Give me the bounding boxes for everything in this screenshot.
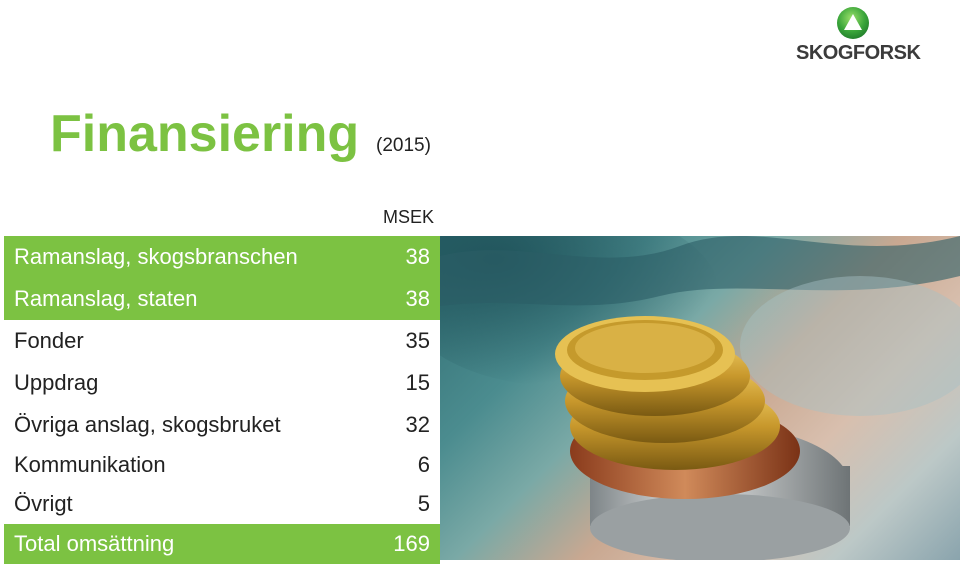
table-row: Ramanslag, staten 38 bbox=[4, 278, 440, 320]
row-label: Ramanslag, staten bbox=[14, 286, 198, 311]
table-row: Övriga anslag, skogsbruket 32 bbox=[4, 404, 440, 446]
table-row: Ramanslag, skogsbranschen 38 bbox=[4, 236, 440, 278]
row-label: Kommunikation bbox=[14, 452, 166, 477]
row-value: 35 bbox=[405, 328, 430, 353]
triangle-logo-icon bbox=[837, 7, 869, 39]
row-value: 15 bbox=[405, 370, 430, 395]
page-title: Finansiering bbox=[50, 105, 360, 163]
row-value: 38 bbox=[405, 286, 430, 311]
row-value: 32 bbox=[405, 412, 430, 437]
table-row: Övrigt 5 bbox=[4, 484, 440, 524]
table-row: Kommunikation 6 bbox=[4, 446, 440, 484]
skogforsk-logo: SKOGFORSK bbox=[796, 6, 921, 64]
financing-table: Ramanslag, skogsbranschen 38 Ramanslag, … bbox=[4, 236, 440, 564]
row-label: Fonder bbox=[14, 328, 84, 353]
title-year: (2015) bbox=[376, 135, 431, 156]
row-value: 6 bbox=[417, 452, 430, 477]
row-value: 5 bbox=[417, 491, 430, 516]
row-label: Uppdrag bbox=[14, 370, 99, 395]
coins-illustration bbox=[440, 236, 960, 560]
row-label: Övrigt bbox=[14, 491, 73, 516]
row-label: Övriga anslag, skogsbruket bbox=[14, 412, 281, 437]
unit-header: MSEK bbox=[382, 207, 434, 227]
row-value: 169 bbox=[393, 531, 430, 556]
table-row: Fonder 35 bbox=[4, 320, 440, 362]
logo-wordmark: SKOGFORSK bbox=[796, 42, 921, 64]
row-label: Ramanslag, skogsbranschen bbox=[14, 244, 298, 269]
total-row: Total omsättning 169 bbox=[4, 524, 440, 564]
coins-photo bbox=[440, 236, 960, 560]
table-row: Uppdrag 15 bbox=[4, 362, 440, 404]
row-value: 38 bbox=[405, 244, 430, 269]
row-label: Total omsättning bbox=[14, 531, 175, 556]
